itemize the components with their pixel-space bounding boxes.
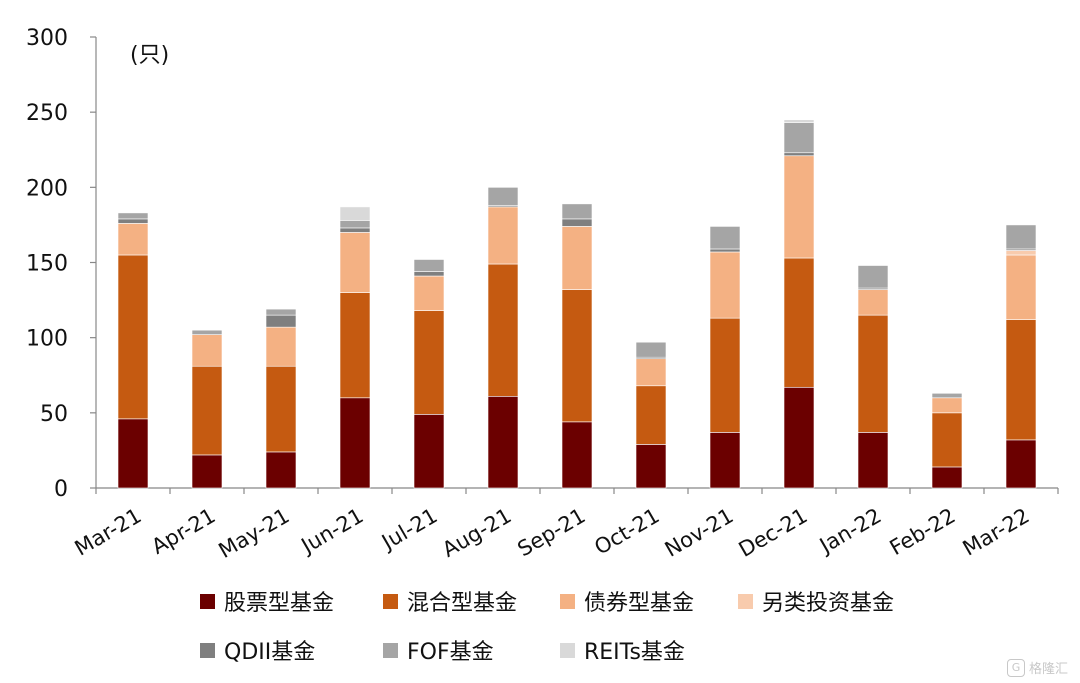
- bar-segment: [1005, 439, 1037, 489]
- bar-segment: [931, 466, 963, 489]
- bar-segment: [487, 187, 519, 206]
- bar-segment: [339, 227, 371, 233]
- bar-segment: [339, 292, 371, 399]
- y-tick-label: 0: [54, 477, 68, 502]
- y-tick-label: 50: [40, 402, 68, 427]
- x-tick-label: Mar-21: [71, 504, 146, 561]
- bar-segment: [191, 329, 223, 335]
- x-tick-label: Dec-21: [735, 504, 812, 562]
- bar-segment: [265, 314, 297, 328]
- bar-segment: [709, 248, 741, 253]
- bar-segment: [561, 218, 593, 227]
- bar-segment: [783, 122, 815, 154]
- bar-segment: [487, 206, 519, 265]
- bar-segment: [561, 421, 593, 489]
- watermark-text: 格隆汇: [1028, 662, 1068, 677]
- x-tick-label: Sep-21: [514, 504, 590, 562]
- bar-segment: [265, 308, 297, 316]
- bar-segment: [931, 397, 963, 414]
- x-tick-label: Oct-21: [590, 504, 663, 560]
- bar-segment: [191, 365, 223, 456]
- x-tick-label: Nov-21: [661, 504, 738, 562]
- x-tick-label: Apr-21: [147, 504, 219, 559]
- bar-segment: [339, 397, 371, 489]
- y-tick-label: 150: [26, 252, 68, 277]
- bar-segment: [561, 226, 593, 290]
- bar-segment: [635, 341, 667, 358]
- bar-segment: [709, 317, 741, 433]
- bar-segment: [117, 212, 149, 220]
- bar-segment: [931, 412, 963, 468]
- bar-segment: [931, 392, 963, 399]
- bar-segment: [1005, 224, 1037, 250]
- bar-segment: [413, 275, 445, 311]
- bar-segment: [191, 334, 223, 367]
- bar-segment: [635, 444, 667, 489]
- bar-segment: [117, 254, 149, 420]
- bar-segment: [709, 226, 741, 250]
- bar-segment: [413, 310, 445, 415]
- x-tick-label: Jul-21: [376, 504, 441, 556]
- bar-segment: [1005, 250, 1037, 256]
- bar-segment: [191, 454, 223, 489]
- bar-segment: [783, 386, 815, 489]
- bar-segment: [265, 451, 297, 489]
- bar-segment: [783, 257, 815, 388]
- bar-segment: [487, 395, 519, 489]
- bar-segment: [635, 358, 667, 387]
- x-tick-label: Jan-22: [814, 504, 885, 559]
- bar-segment: [857, 289, 889, 316]
- bar-segment: [783, 152, 815, 157]
- bar-segment: [561, 203, 593, 220]
- bar-segment: [709, 432, 741, 489]
- x-tick-label: Mar-22: [959, 504, 1034, 561]
- bar-segment: [709, 251, 741, 319]
- bar-segment: [783, 155, 815, 259]
- bar-segment: [265, 326, 297, 367]
- y-tick-label: 100: [26, 327, 68, 352]
- bar-segment: [265, 365, 297, 453]
- x-tick-label: Feb-22: [886, 504, 960, 561]
- bar-segment: [413, 271, 445, 277]
- bar-segment: [635, 385, 667, 445]
- bar-segment: [117, 418, 149, 489]
- x-tick-label: Jun-21: [296, 504, 368, 559]
- bar-segment: [413, 414, 445, 489]
- bar-segment: [1005, 254, 1037, 320]
- y-tick-label: 300: [26, 26, 68, 51]
- bar-segment: [117, 218, 149, 224]
- bar-segment: [117, 223, 149, 256]
- bar-segment: [857, 265, 889, 289]
- bar-segment: [783, 119, 815, 123]
- y-tick-label: 200: [26, 176, 68, 201]
- bar-segment: [857, 432, 889, 489]
- bar-segment: [339, 206, 371, 221]
- x-tick-label: Aug-21: [438, 504, 515, 562]
- watermark: G 格隆汇: [1006, 658, 1068, 677]
- bar-segment: [857, 314, 889, 433]
- bar-segment: [413, 259, 445, 272]
- bar-segment: [1005, 319, 1037, 441]
- bar-segment: [339, 232, 371, 293]
- y-tick-label: 250: [26, 101, 68, 126]
- bar-segment: [339, 220, 371, 229]
- watermark-logo-icon: G: [1006, 658, 1025, 677]
- chart-bars: [117, 119, 1037, 489]
- y-axis-unit-label: (只): [130, 43, 169, 68]
- bar-segment: [487, 263, 519, 397]
- bar-segment: [561, 289, 593, 423]
- x-tick-label: May-21: [215, 504, 294, 563]
